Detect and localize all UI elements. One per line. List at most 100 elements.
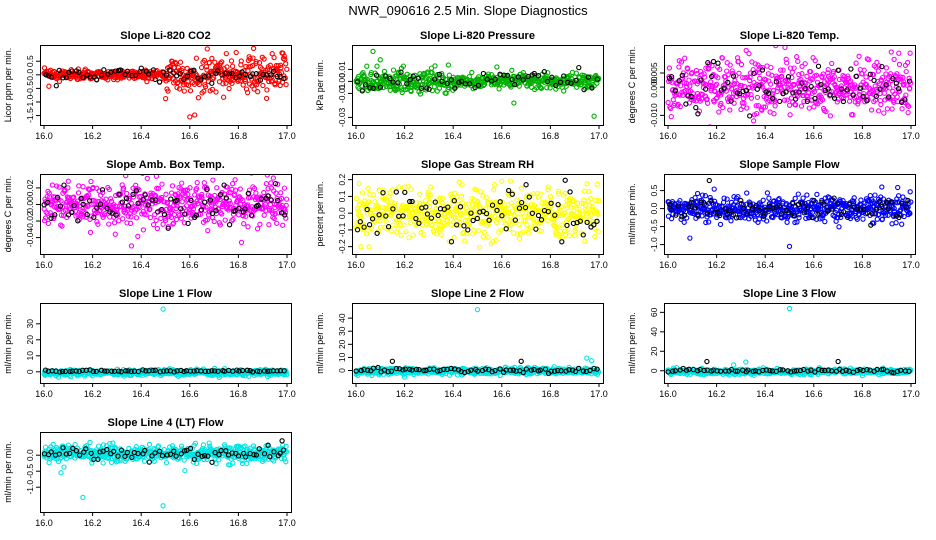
data-point — [699, 213, 705, 219]
data-point — [812, 57, 818, 64]
data-point — [255, 89, 261, 95]
y-tick-label: 0 — [25, 369, 35, 374]
data-point — [407, 76, 413, 83]
data-point — [267, 62, 273, 68]
y-tick-label: 0.00 — [25, 196, 35, 213]
data-point — [269, 207, 275, 213]
data-point — [665, 99, 671, 106]
data-point — [559, 239, 565, 245]
data-point — [118, 200, 124, 206]
data-point — [507, 178, 514, 184]
data-point — [162, 217, 169, 224]
data-point — [851, 204, 857, 210]
data-point — [424, 211, 431, 217]
data-point — [770, 205, 776, 211]
data-point — [155, 185, 162, 192]
data-point — [734, 90, 740, 96]
data-point — [202, 83, 209, 90]
data-point — [266, 222, 272, 228]
data-point — [99, 187, 106, 193]
data-point — [533, 226, 539, 232]
data-point — [439, 78, 445, 84]
data-point — [159, 206, 165, 213]
data-point — [380, 204, 386, 211]
data-point — [562, 190, 568, 197]
y-tick-label: 0.5 — [25, 55, 35, 67]
data-point — [185, 220, 191, 227]
data-point — [88, 178, 94, 185]
data-point — [786, 102, 793, 108]
data-point — [735, 58, 742, 65]
data-point — [516, 221, 522, 228]
series-selected — [355, 64, 600, 94]
data-point — [174, 203, 180, 209]
data-point — [63, 74, 69, 81]
data-point — [470, 217, 476, 224]
data-point — [863, 74, 869, 80]
data-point — [265, 186, 271, 192]
data-point — [713, 81, 720, 87]
data-point — [205, 368, 212, 374]
data-point — [818, 94, 824, 100]
data-point — [230, 216, 236, 223]
data-point — [838, 83, 844, 89]
data-point — [809, 214, 815, 221]
data-point — [756, 69, 762, 76]
data-point — [219, 211, 225, 217]
data-point — [281, 368, 287, 374]
data-point — [899, 106, 905, 112]
data-point — [535, 194, 541, 200]
data-point — [477, 244, 483, 251]
data-point — [687, 83, 693, 89]
data-point — [746, 77, 753, 84]
data-point — [679, 72, 685, 79]
data-point — [573, 225, 579, 231]
data-point — [515, 214, 521, 221]
data-point — [688, 93, 695, 100]
data-point — [433, 231, 440, 237]
data-point — [711, 186, 717, 192]
data-point — [390, 206, 396, 212]
data-point — [844, 92, 850, 98]
data-point — [815, 211, 821, 217]
data-point — [458, 193, 465, 199]
data-point — [91, 214, 97, 220]
data-point — [544, 78, 551, 85]
data-point — [408, 88, 414, 95]
data-point — [704, 100, 711, 106]
data-point — [232, 177, 238, 183]
plot-frame — [40, 45, 292, 126]
data-point — [373, 72, 380, 78]
data-point — [753, 103, 759, 109]
x-tick-label: 16.0 — [659, 260, 677, 270]
data-point — [709, 83, 715, 90]
data-point — [116, 218, 122, 224]
data-point — [860, 206, 867, 212]
data-point — [56, 184, 62, 190]
x-tick-label: 16.0 — [347, 131, 365, 141]
data-point — [562, 177, 568, 183]
data-point — [594, 76, 600, 82]
y-tick-label: -0.5 — [25, 81, 35, 96]
plot-frame — [40, 303, 292, 384]
data-point — [854, 216, 860, 222]
data-point — [60, 75, 66, 81]
data-points — [41, 174, 290, 249]
chart-title: Slope Line 2 Flow — [431, 288, 524, 300]
data-point — [857, 206, 864, 213]
data-point — [145, 202, 151, 208]
data-point — [140, 197, 146, 203]
data-point — [780, 67, 786, 73]
data-point — [209, 80, 215, 86]
data-point — [522, 204, 529, 211]
data-point — [854, 84, 860, 90]
data-point — [236, 73, 243, 79]
data-point — [879, 184, 885, 190]
data-point — [370, 48, 376, 55]
data-point — [853, 73, 859, 80]
data-point — [264, 368, 271, 374]
data-point — [668, 74, 675, 80]
data-point — [202, 207, 208, 213]
y-tick-label: 20 — [25, 335, 35, 345]
data-point — [814, 191, 820, 198]
